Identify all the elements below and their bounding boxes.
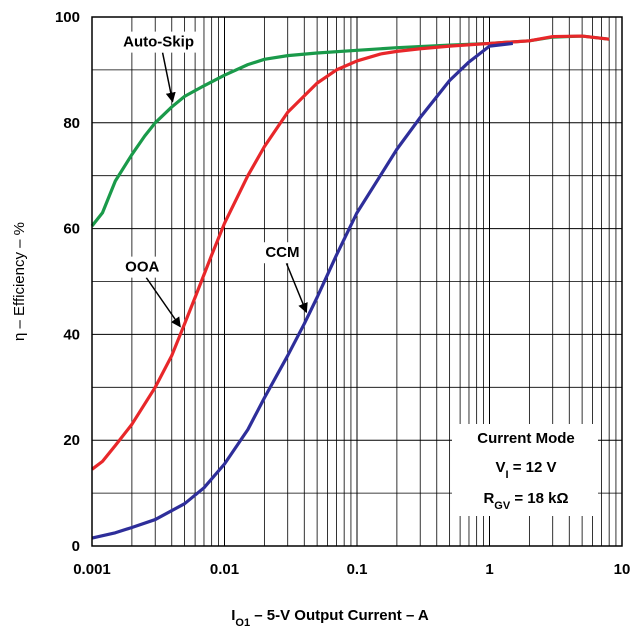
x-axis-label-text: – 5-V Output Current – A — [250, 607, 429, 624]
conditions-vin: VI = 12 V — [495, 459, 556, 481]
annotations: Auto-Skip OOA CCM — [120, 31, 308, 328]
x-axis-label: IO1 – 5-V Output Current – A — [231, 607, 429, 629]
x-tick-label: 0.01 — [210, 561, 239, 578]
annotation-label-ccm: CCM — [265, 244, 299, 261]
x-tick-label: 10 — [614, 561, 631, 578]
annotation-label-auto-skip: Auto-Skip — [123, 34, 194, 51]
y-tick-label: 0 — [72, 538, 80, 555]
annotation-bg-auto-skip — [120, 31, 197, 53]
conditions-rgv: RGV = 18 kΩ — [483, 490, 568, 512]
y-tick-label: 80 — [63, 115, 80, 132]
series-line-ooa — [91, 34, 610, 471]
x-axis-label-symbol: I — [231, 607, 235, 624]
y-tick-label: 40 — [63, 326, 80, 343]
annotation-label-ooa: OOA — [125, 259, 159, 276]
conditions-box: Current Mode VI = 12 V RGV = 18 kΩ — [452, 424, 598, 516]
x-tick-label: 0.1 — [347, 561, 368, 578]
y-tick-label: 60 — [63, 221, 80, 238]
annotation-arrow-ccm — [285, 262, 308, 314]
conditions-vin-text: = 12 V — [509, 459, 557, 476]
conditions-vin-symbol: V — [495, 459, 505, 476]
x-axis-label-subscript: O1 — [235, 617, 250, 629]
conditions-vin-subscript: I — [506, 469, 509, 481]
y-tick-label: 100 — [55, 9, 80, 26]
annotation-bg-ooa — [122, 256, 163, 278]
y-axis-label: η – Efficiency – % — [11, 222, 28, 341]
conditions-background — [452, 424, 598, 516]
series-layer — [90, 34, 610, 540]
series-line-ccm — [91, 41, 514, 540]
annotation-arrow-auto-skip — [161, 52, 176, 103]
x-tick-label: 0.001 — [73, 561, 111, 578]
conditions-rgv-text: = 18 kΩ — [510, 490, 568, 507]
conditions-title: Current Mode — [477, 430, 575, 447]
conditions-rgv-symbol: R — [483, 490, 494, 507]
conditions-rgv-subscript: GV — [494, 500, 511, 512]
plot-frame — [91, 16, 623, 547]
y-tick-label: 20 — [63, 432, 80, 449]
annotation-arrow-ooa — [145, 277, 181, 328]
tick-labels: 0 20 40 60 80 100 0.001 0.01 0.1 1 10 — [55, 9, 630, 578]
x-tick-label: 1 — [485, 561, 493, 578]
annotation-bg-ccm — [262, 242, 303, 264]
